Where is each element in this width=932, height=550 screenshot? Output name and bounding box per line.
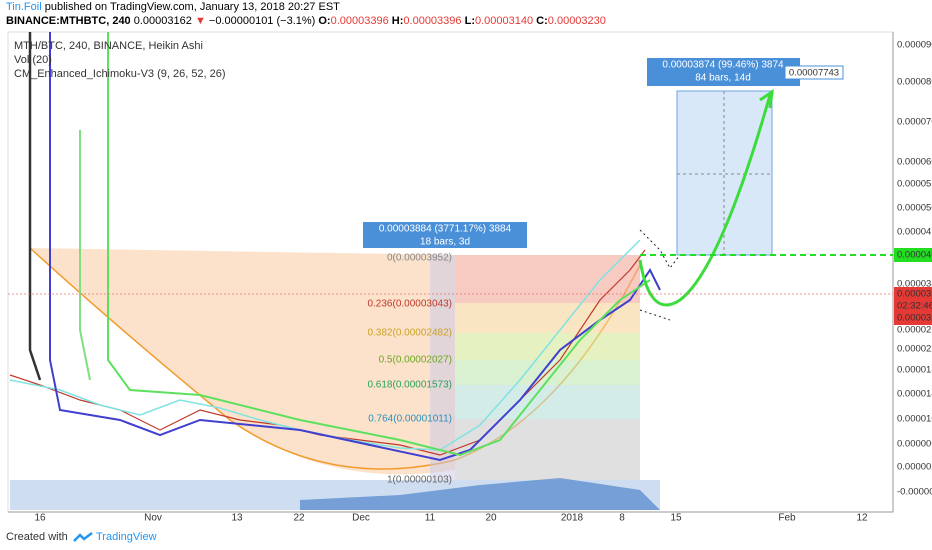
time-label: 13	[231, 513, 243, 524]
price-label: 0.00002200	[897, 344, 932, 355]
price-label: 0.00001800	[897, 365, 932, 376]
price-label: -0.00000100	[897, 487, 932, 498]
time-label: 20	[485, 513, 497, 524]
price-label: 0.00009000	[897, 40, 932, 51]
ohlc-key: C:	[536, 15, 548, 27]
ohlc-value: 0.00003396	[330, 15, 389, 27]
price-tag: 0.00003230	[897, 289, 932, 300]
time-label: 16	[34, 513, 46, 524]
legend-item: CM_Enhanced_Ichimoku-V3 (9, 26, 52, 26)	[14, 68, 226, 80]
price-tag: 0.00003162	[897, 313, 932, 324]
fib-label: 0.764(0.00001011)	[368, 414, 452, 425]
price-label: 0.00002600	[897, 325, 932, 336]
time-label: 2018	[561, 513, 584, 524]
published: published on TradingView.com, January 13…	[44, 1, 340, 13]
legend-item: MTH/BTC, 240, BINANCE, Heikin Ashi	[14, 40, 203, 52]
symbol-line: BINANCE:MTHBTC, 240 0.00003162 ▼ −0.0000…	[6, 15, 606, 27]
price-label: 0.00005500	[897, 179, 932, 190]
fib-label: 1(0.00000103)	[387, 475, 452, 486]
price-tag: 02:32:46	[897, 301, 932, 312]
time-label: 12	[856, 513, 868, 524]
time-label: Feb	[778, 513, 796, 524]
ohlc-key: H:	[391, 15, 404, 27]
price-label: 0.00001000	[897, 414, 932, 425]
time-label: 11	[425, 513, 436, 524]
fib-label: 0.236(0.00003043)	[367, 299, 452, 310]
range-label: 84 bars, 14d	[695, 73, 751, 84]
ohlc-value: 0.00003230	[547, 15, 606, 27]
arrow: ▼	[194, 15, 206, 27]
price-label: 0.00006000	[897, 157, 932, 168]
ohlc-key: O:	[318, 15, 331, 27]
logo	[73, 532, 93, 542]
publish-line: Tin.Foil published on TradingView.com, J…	[6, 1, 340, 13]
price-label: 0.00000600	[897, 439, 932, 450]
time-label: 22	[293, 513, 305, 524]
author[interactable]: Tin.Foil	[6, 1, 42, 13]
fib-label: 0.382(0.00002482)	[367, 328, 452, 339]
ohlc-key: L:	[464, 15, 475, 27]
price-label: 0.00001400	[897, 389, 932, 400]
price-label: 0.00007000	[897, 117, 932, 128]
last: 0.00003162	[133, 15, 192, 27]
legend-item: Vol (20)	[14, 54, 52, 66]
ohlc: O:0.00003396 H:0.00003396 L:0.00003140 C…	[318, 15, 606, 27]
footer: Created with TradingView	[0, 526, 932, 550]
price-label: 0.00003400	[897, 279, 932, 290]
fib-label: 0.5(0.00002027)	[379, 355, 452, 366]
fib-label: 0.618(0.00001573)	[367, 380, 452, 391]
time-label: Dec	[352, 513, 370, 524]
time-label: 15	[670, 513, 682, 524]
price-label: 0.00000200	[897, 462, 932, 473]
ohlc-value: 0.00003396	[403, 15, 462, 27]
change: −0.00000101 (−3.1%)	[208, 15, 316, 27]
price-label: 0.00008000	[897, 77, 932, 88]
brand[interactable]: TradingView	[96, 531, 157, 543]
time-label: 8	[619, 513, 625, 524]
ohlc-value: 0.00003140	[474, 15, 534, 27]
target-label: 0.00007743	[789, 68, 839, 79]
time-label: Nov	[144, 513, 162, 524]
range-label: 18 bars, 3d	[420, 237, 470, 248]
range-label: 0.00003884 (3771.17%) 3884	[379, 224, 512, 235]
price-label: 0.00004500	[897, 227, 932, 238]
created: Created with	[6, 531, 68, 543]
price-label: 0.00005000	[897, 203, 932, 214]
symbol: BINANCE:MTHBTC, 240	[6, 15, 131, 27]
fib-label: 0(0.00003952)	[387, 253, 452, 264]
price-tag: 0.00004005	[897, 250, 932, 261]
range-label: 0.00003874 (99.46%) 3874	[662, 60, 784, 71]
